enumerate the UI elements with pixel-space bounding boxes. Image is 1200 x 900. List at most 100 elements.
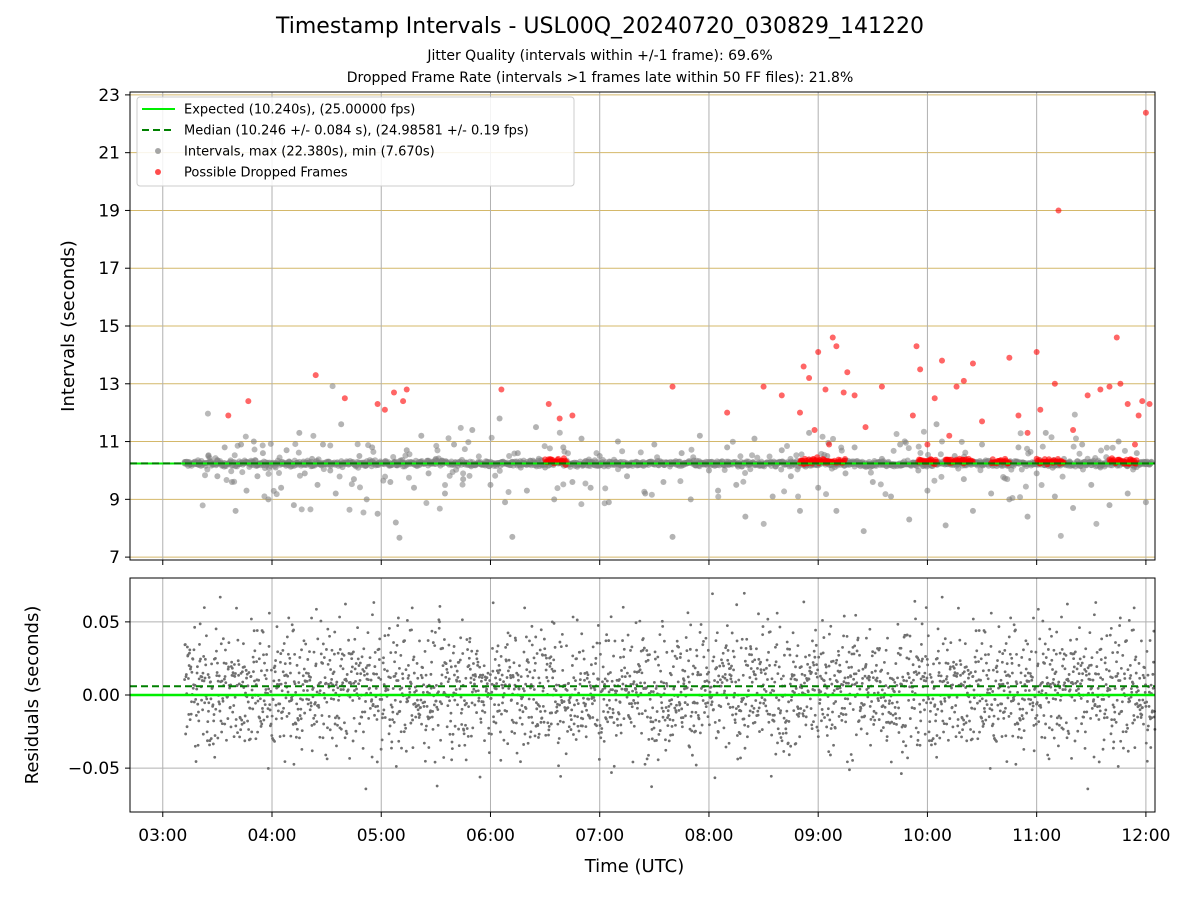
residual-point [850, 665, 853, 669]
residual-point [338, 615, 341, 619]
residual-point [486, 671, 490, 675]
residual-point [1060, 647, 1064, 651]
residual-point [1076, 729, 1080, 733]
interval-point [403, 447, 410, 454]
residual-point [505, 709, 509, 713]
residual-point [1105, 634, 1109, 638]
residual-point [550, 711, 554, 715]
residual-point [647, 737, 651, 741]
residual-point [457, 744, 461, 748]
residual-point [433, 644, 437, 648]
residual-point [446, 680, 450, 684]
residual-point [353, 637, 357, 641]
residual-point [634, 687, 638, 691]
interval-point [838, 447, 845, 454]
residual-point [205, 730, 209, 734]
residual-point [350, 665, 354, 669]
residual-point [942, 679, 946, 683]
residual-point [321, 642, 325, 646]
residual-point [578, 650, 582, 654]
interval-point [350, 476, 357, 483]
residual-point [1088, 631, 1092, 635]
residual-point [393, 674, 397, 678]
interval-point [405, 474, 412, 481]
residual-point [491, 646, 494, 650]
residual-point [1071, 670, 1075, 674]
residual-point [425, 724, 428, 728]
residual-point [564, 752, 568, 756]
residual-point [841, 713, 845, 716]
residual-point [710, 700, 714, 704]
residual-point [764, 704, 768, 708]
residual-point [593, 699, 596, 702]
residual-point [629, 683, 633, 686]
residual-point [525, 668, 529, 672]
residual-point [490, 732, 493, 736]
residual-point [1032, 616, 1035, 620]
residual-point [202, 655, 206, 658]
residual-point [1018, 718, 1022, 722]
interval-point [382, 473, 389, 480]
residual-point [1054, 697, 1058, 701]
residual-point [292, 762, 296, 766]
residual-point [1031, 675, 1034, 679]
residual-point [748, 676, 752, 679]
residual-point [981, 725, 985, 728]
residual-point [1058, 723, 1061, 727]
residual-point [751, 660, 755, 664]
residual-point [325, 648, 328, 651]
residual-point [566, 729, 569, 733]
residual-point [185, 645, 189, 649]
residual-point [1014, 762, 1018, 766]
interval-point [1079, 466, 1086, 473]
residual-point [473, 682, 476, 686]
residual-point [959, 663, 963, 666]
residual-point [502, 680, 505, 684]
residual-point [541, 653, 545, 657]
residual-point [748, 709, 752, 713]
residual-point [914, 670, 918, 674]
residual-point [851, 758, 854, 762]
residual-point [1113, 718, 1116, 722]
residual-point [466, 648, 469, 651]
residual-point [185, 725, 189, 729]
residual-point [1095, 713, 1098, 717]
residual-point [805, 705, 809, 709]
residual-point [996, 659, 999, 662]
residual-point [794, 665, 797, 669]
residual-point [470, 701, 474, 705]
residual-point [705, 666, 709, 670]
residual-point [802, 709, 806, 713]
residual-point [1121, 653, 1125, 657]
residual-point [991, 690, 995, 693]
residual-point [197, 719, 201, 723]
residual-point [478, 775, 482, 779]
residual-point [764, 672, 767, 676]
residual-point [935, 656, 939, 660]
interval-point [1121, 447, 1128, 454]
residual-point [842, 634, 845, 638]
residual-point [631, 689, 634, 693]
residual-point [812, 720, 815, 723]
interval-point [560, 481, 567, 488]
residual-point [339, 688, 343, 691]
residual-point [379, 747, 383, 751]
residual-point [469, 734, 473, 738]
residual-point [464, 676, 468, 680]
residual-point [231, 671, 235, 675]
residual-point [495, 669, 499, 673]
residual-point [859, 707, 863, 710]
residual-point [440, 702, 444, 706]
residual-point [521, 710, 525, 714]
residual-point [482, 664, 486, 668]
residual-point [509, 676, 513, 680]
residual-point [453, 698, 457, 702]
residual-point [768, 630, 772, 634]
dropped-frame-point [924, 441, 931, 448]
residual-point [875, 679, 879, 683]
residual-point [1010, 661, 1014, 665]
residual-point [644, 660, 648, 663]
residual-point [1037, 690, 1041, 694]
residual-point [785, 709, 789, 713]
residual-point [308, 678, 312, 682]
